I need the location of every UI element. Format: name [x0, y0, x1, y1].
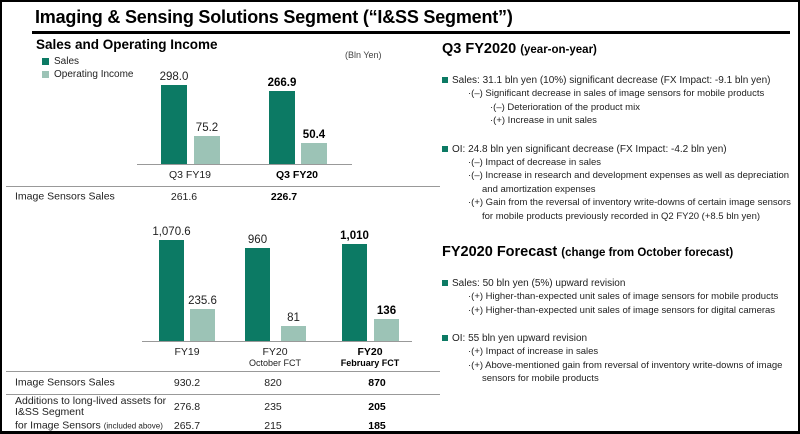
category-label: Q3 FY20	[275, 169, 319, 181]
category-label: FY20 October FCT	[248, 346, 302, 369]
commentary-panel: Q3 FY2020 (year-on-year) Sales: 31.1 bln …	[442, 40, 798, 386]
bar-operating-income	[301, 143, 327, 164]
bar-value-label: 50.4	[302, 129, 326, 141]
legend-item: Operating Income	[42, 68, 134, 81]
legend-label: Operating Income	[54, 69, 134, 80]
row-value: 276.8	[173, 401, 201, 413]
table-row: Image Sensors Sales 261.6 226.7	[6, 187, 440, 207]
rp-heading-suffix: (year-on-year)	[520, 44, 597, 56]
section-fy2020-forecast: FY2020 Forecast (change from October for…	[442, 243, 798, 386]
bar-value-label: 298.0	[159, 71, 189, 83]
bullet-square-icon	[442, 77, 448, 83]
bar-sales	[269, 91, 295, 164]
bar-value-label: 75.2	[195, 122, 219, 134]
rp-sub-item: ·(+) Above-mentioned gain from reversal …	[468, 359, 783, 385]
rp-bullet-text: OI: 24.8 bln yen significant decrease (F…	[452, 143, 727, 155]
legend: Sales Operating Income	[42, 55, 134, 81]
rp-bullet-text: Sales: 50 bln yen (5%) upward revision	[452, 278, 626, 289]
rp-heading-main: FY2020 Forecast	[442, 244, 562, 260]
section-q3-fy2020: Q3 FY2020 (year-on-year) Sales: 31.1 bln …	[442, 40, 798, 223]
bar-sales	[161, 85, 187, 164]
rp-sub-item: ·(–) Significant decrease in sales of im…	[468, 88, 765, 99]
bar-value-label: 81	[287, 312, 300, 324]
category-sublabel: October FCT	[248, 358, 302, 368]
q3-image-sensors-table: Image Sensors Sales 261.6 226.7	[6, 186, 440, 207]
bar-value-label: 960	[247, 234, 268, 246]
row-value: 226.7	[270, 191, 298, 203]
bar-sales	[245, 248, 270, 341]
bar-value-label: 235.6	[188, 295, 217, 307]
bar-value-label: 1,070.6	[152, 226, 191, 238]
legend-label: Sales	[54, 56, 80, 67]
rp-bullet: OI: 55 bln yen upward revision	[442, 332, 798, 345]
bar-operating-income	[194, 136, 220, 164]
rp-bullet: Sales: 31.1 bln yen (10%) significant de…	[442, 74, 798, 87]
rp-bullet: OI: 24.8 bln yen significant decrease (F…	[442, 143, 798, 156]
bullet-square-icon	[442, 145, 448, 152]
rp-heading-main: Q3 FY2020	[442, 41, 521, 57]
unit-label: (Bln Yen)	[345, 50, 382, 60]
row-value: 930.2	[173, 377, 201, 389]
bar-operating-income	[374, 319, 399, 341]
category-label: FY20 February FCT	[340, 346, 400, 369]
legend-item: Sales	[42, 55, 134, 68]
row-label: for Image Sensors (included above)	[15, 419, 163, 432]
rp-sub-item: ·(+) Higher-than-expected unit sales of …	[468, 304, 776, 316]
category-label: FY19	[174, 346, 200, 358]
category-label: Q3 FY19	[168, 169, 212, 181]
legend-swatch-operating-income-icon	[42, 71, 49, 78]
rp-bullet-text: Sales: 31.1 bln yen (10%) significant de…	[452, 75, 771, 86]
legend-swatch-sales-icon	[42, 58, 49, 65]
table-row: Image Sensors Sales 930.2 820 870	[6, 372, 440, 395]
row-value: 215	[264, 420, 282, 432]
bar-sales	[159, 240, 184, 341]
bar-operating-income	[190, 309, 215, 341]
rp-bullet-text: OI: 55 bln yen upward revision	[452, 333, 588, 344]
category-sublabel: February FCT	[340, 358, 400, 368]
annual-image-sensors-table: Image Sensors Sales 930.2 820 870 Additions …	[6, 371, 440, 432]
rp-heading-suffix: (change from October forecast)	[561, 247, 734, 259]
title-underline	[32, 31, 790, 34]
bar-value-label: 266.9	[267, 77, 297, 89]
row-label: Image Sensors Sales	[15, 190, 115, 203]
q3-bar-chart: 298.0 75.2 Q3 FY19 266.9 50.4 Q3 FY20	[137, 64, 352, 181]
rp-sub-item: ·(+) Gain from the reversal of inventory…	[468, 197, 791, 222]
rp-sub-item: ·(–) Impact of decrease in sales	[468, 156, 602, 168]
row-value: 265.7	[173, 420, 201, 432]
row-value: 261.6	[170, 191, 198, 203]
table-row: Additions to long-lived assets for I&SS …	[6, 395, 440, 419]
bar-value-label: 136	[376, 305, 397, 317]
bar-operating-income	[281, 326, 306, 341]
bullet-square-icon	[442, 280, 448, 286]
row-label: Image Sensors Sales	[15, 376, 115, 389]
rp-heading: FY2020 Forecast (change from October for…	[442, 243, 798, 262]
page-title: Imaging & Sensing Solutions Segment (“I&…	[35, 7, 513, 27]
row-value: 870	[368, 377, 386, 389]
row-value: 205	[368, 401, 386, 413]
bar-sales	[342, 244, 367, 341]
row-value: 185	[368, 420, 386, 432]
rp-sub-item: ·(+) Higher-than-expected unit sales of …	[468, 291, 779, 302]
bullet-square-icon	[442, 335, 448, 341]
row-value: 820	[264, 377, 282, 389]
row-value: 235	[264, 401, 282, 413]
annual-bar-chart: 1,070.6 235.6 FY19 960 81 FY20 October FCT 1,01…	[142, 217, 412, 368]
rp-sub-item: ·(+) Impact of increase in sales	[468, 346, 599, 357]
rp-heading: Q3 FY2020 (year-on-year)	[442, 40, 798, 59]
chart-section-heading: Sales and Operating Income	[36, 37, 218, 52]
row-label: Additions to long-lived assets for I&SS …	[15, 395, 167, 418]
row-label-suffix: (included above)	[103, 421, 163, 431]
rp-sub-item: ·(–) Increase in research and developmen…	[468, 170, 790, 195]
table-row: for Image Sensors (included above) 265.7 2…	[6, 419, 440, 432]
bar-value-label: 1,010	[340, 230, 369, 242]
rp-sub-item: ·(+) Increase in unit sales	[490, 115, 597, 126]
rp-bullet: Sales: 50 bln yen (5%) upward revision	[442, 277, 798, 290]
rp-sub-item: ·(–) Deterioration of the product mix	[490, 101, 640, 113]
